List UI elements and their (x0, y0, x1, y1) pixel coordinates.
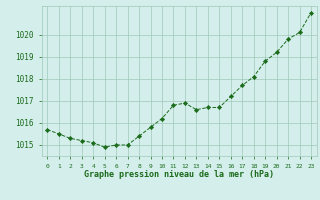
X-axis label: Graphe pression niveau de la mer (hPa): Graphe pression niveau de la mer (hPa) (84, 170, 274, 179)
